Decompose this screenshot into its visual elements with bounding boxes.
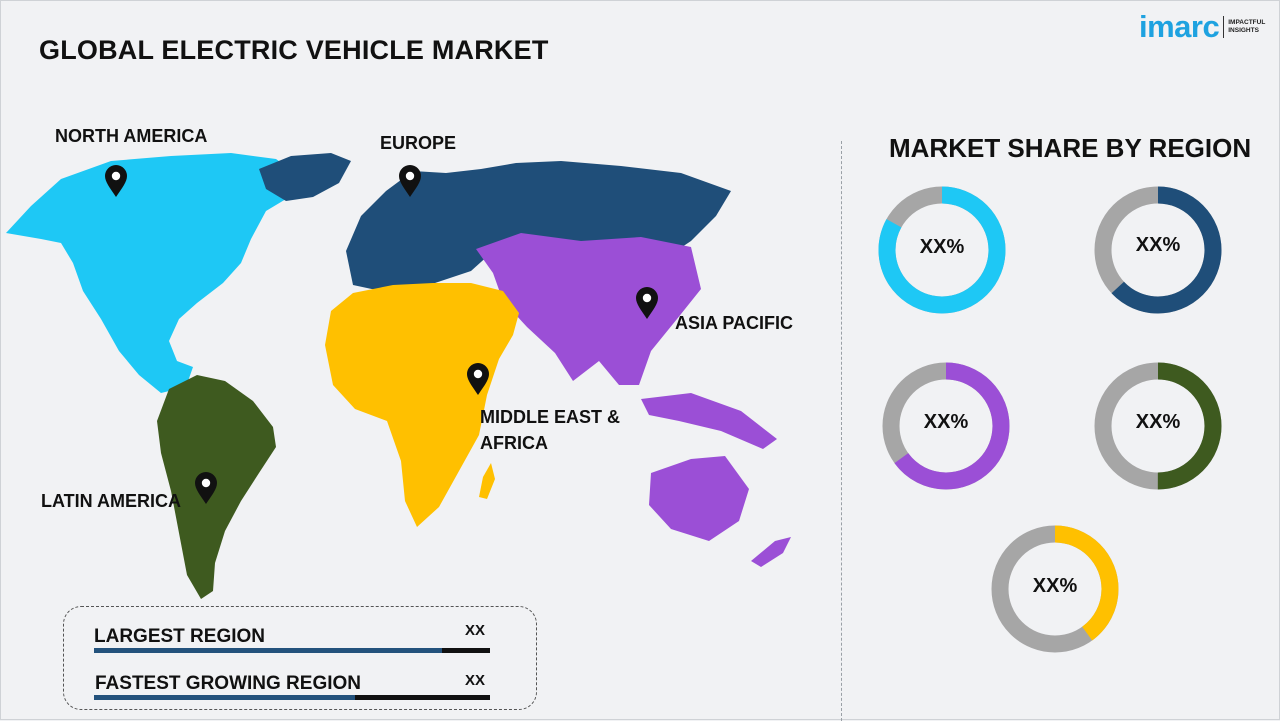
- region-north-america[interactable]: [6, 153, 301, 393]
- fastest-region-bar: [94, 695, 490, 700]
- region-middle-east-africa[interactable]: [325, 283, 519, 527]
- label-middle-east-africa-line1: MIDDLE EAST &: [480, 407, 621, 427]
- market-share-title: MARKET SHARE BY REGION: [889, 133, 1252, 163]
- pin-icon-latin-america: [195, 472, 217, 504]
- donut-arc: [1094, 362, 1222, 490]
- page-title: GLOBAL ELECTRIC VEHICLE MARKET: [39, 35, 549, 65]
- donut-value: XX%: [919, 236, 965, 258]
- region-asia-pacific[interactable]: [476, 233, 701, 385]
- donut-europe[interactable]: XX%: [1094, 186, 1222, 319]
- logo-tagline-line1: IMPACTFUL: [1228, 19, 1266, 27]
- label-north-america: NORTH AMERICA: [55, 126, 208, 146]
- largest-region-value: XX: [465, 622, 486, 639]
- region-new-zealand: [751, 537, 791, 567]
- region-latin-america[interactable]: [157, 375, 276, 599]
- label-middle-east-africa: MIDDLE EAST & AFRICA: [480, 404, 620, 456]
- donut-value: XX%: [923, 411, 969, 433]
- world-map: [6, 153, 791, 599]
- label-middle-east-africa-line2: AFRICA: [480, 433, 548, 453]
- donut-asia-pacific[interactable]: XX%: [882, 362, 1010, 495]
- donut-middle-east-africa[interactable]: XX%: [991, 525, 1119, 658]
- donut-value: XX%: [1032, 575, 1078, 597]
- donut-arc: [1094, 186, 1222, 314]
- label-latin-america: LATIN AMERICA: [41, 491, 181, 511]
- pin-icon-middle-east-africa: [467, 363, 489, 395]
- region-summary-box: LARGEST REGION XX FASTEST GROWING REGION…: [63, 606, 537, 710]
- label-europe: EUROPE: [380, 133, 457, 153]
- logo-tagline: IMPACTFUL INSIGHTS: [1228, 19, 1265, 34]
- fastest-region-bar-fill: [94, 695, 356, 700]
- donut-latin-america[interactable]: XX%: [1094, 362, 1222, 495]
- region-madagascar: [479, 463, 495, 499]
- logo-tagline-line2: INSIGHTS: [1228, 26, 1259, 34]
- region-greenland: [259, 153, 351, 201]
- donut-value: XX%: [1135, 234, 1181, 256]
- donut-value: XX%: [1135, 411, 1181, 433]
- logo-wordmark: imarc: [1139, 9, 1220, 44]
- logo-separator: [1223, 15, 1225, 38]
- pin-icon-north-america: [105, 165, 127, 197]
- donut-arc: [882, 362, 1010, 490]
- largest-region-bar: [94, 648, 490, 653]
- fastest-region-value: XX: [465, 672, 486, 689]
- largest-region-label: LARGEST REGION: [94, 626, 266, 647]
- imarc-logo: imarc IMPACTFUL INSIGHTS: [1139, 11, 1265, 42]
- donut-arc: [991, 525, 1119, 653]
- region-australia: [649, 456, 749, 541]
- largest-region-bar-fill: [94, 648, 443, 653]
- region-asia-islands: [641, 393, 777, 449]
- pin-icon-asia-pacific: [636, 287, 658, 319]
- donut-arc: [878, 186, 1006, 314]
- donut-north-america[interactable]: XX%: [878, 186, 1006, 319]
- label-asia-pacific: ASIA PACIFIC: [675, 313, 794, 333]
- section-divider: [841, 141, 842, 721]
- fastest-region-label: FASTEST GROWING REGION: [95, 673, 362, 694]
- pin-icon-europe: [399, 165, 421, 197]
